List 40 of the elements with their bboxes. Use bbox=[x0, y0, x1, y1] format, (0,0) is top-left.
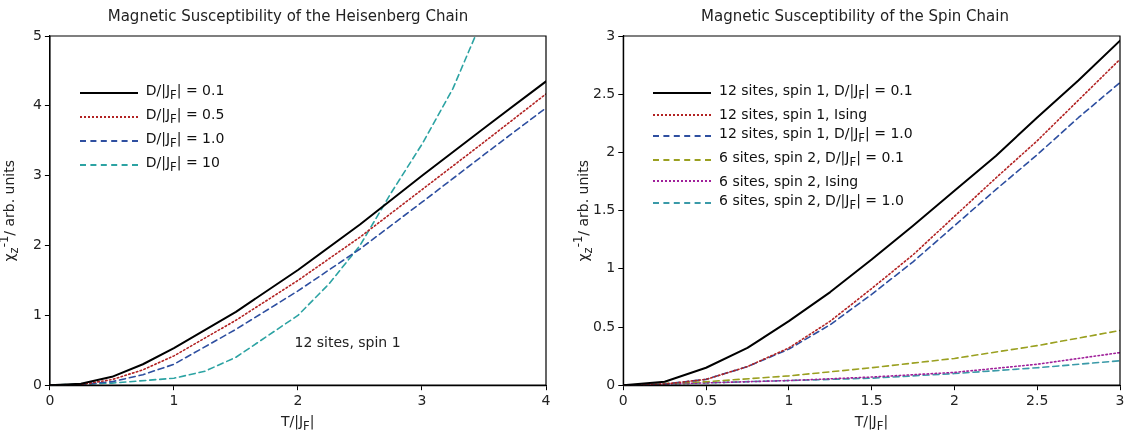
y-tick-label: 0.5 bbox=[593, 317, 616, 334]
y-tick-label: 4 bbox=[32, 96, 42, 113]
x-tick-label: 0 bbox=[45, 392, 55, 409]
y-tick-label: 0 bbox=[606, 375, 616, 392]
y-tick-label: 5 bbox=[32, 26, 42, 43]
x-tick-label: 3 bbox=[417, 392, 427, 409]
chart-title: Magnetic Susceptibility of the Heisenberg Chain bbox=[107, 6, 469, 25]
annotation: 12 sites, spin 1 bbox=[294, 333, 401, 350]
x-tick-label: 2.5 bbox=[1026, 392, 1049, 409]
y-tick-label: 1 bbox=[606, 259, 616, 276]
legend-label: D/|J$_{F}$| = 0.1 bbox=[145, 81, 225, 105]
y-tick-label: 1.5 bbox=[593, 201, 616, 218]
y-tick-label: 2 bbox=[606, 143, 616, 160]
x-tick-label: 1 bbox=[169, 392, 179, 409]
y-tick-label: 0 bbox=[32, 375, 42, 392]
legend-label: D/|J$_{F}$| = 0.5 bbox=[145, 105, 225, 128]
x-tick-label: 1 bbox=[784, 392, 794, 409]
x-tick-label: 2 bbox=[293, 392, 303, 409]
y-tick-label: 3 bbox=[32, 166, 42, 183]
legend-label: 6 sites, spin 2, Ising bbox=[719, 171, 859, 191]
x-axis-title: T/|J$_{F}$| bbox=[854, 413, 889, 433]
legend-label: 6 sites, spin 2, D/|J$_{F}$| = 0.1 bbox=[719, 148, 904, 171]
x-tick-label: 0.5 bbox=[694, 392, 718, 409]
x-tick-label: 1.5 bbox=[860, 392, 883, 409]
y-tick-label: 3 bbox=[606, 26, 616, 43]
chart-title: Magnetic Susceptibility of the Spin Chain bbox=[701, 6, 1009, 25]
x-tick-label: 2 bbox=[949, 392, 959, 409]
x-tick-label: 0 bbox=[618, 392, 628, 409]
y-tick-label: 2 bbox=[32, 236, 42, 253]
x-axis-title: T/|J$_{F}$| bbox=[280, 413, 315, 433]
y-tick-label: 1 bbox=[32, 306, 42, 322]
legend-label: D/|J$_{F}$| = 1.0 bbox=[145, 129, 225, 152]
legend-label: 12 sites, spin 1, Ising bbox=[719, 105, 868, 125]
x-tick-label: 3 bbox=[1115, 392, 1125, 409]
legend-label: 12 sites, spin 1, D/|J$_{F}$| = 0.1 bbox=[719, 81, 913, 105]
legend-label: 12 sites, spin 1, D/|J$_{F}$| = 1.0 bbox=[719, 124, 913, 147]
y-tick-label: 2.5 bbox=[593, 84, 616, 101]
legend-label: D/|J$_{F}$| = 10 bbox=[145, 152, 220, 176]
x-tick-label: 4 bbox=[541, 392, 551, 409]
legend-label: 6 sites, spin 2, D/|J$_{F}$| = 1.0 bbox=[719, 190, 904, 214]
